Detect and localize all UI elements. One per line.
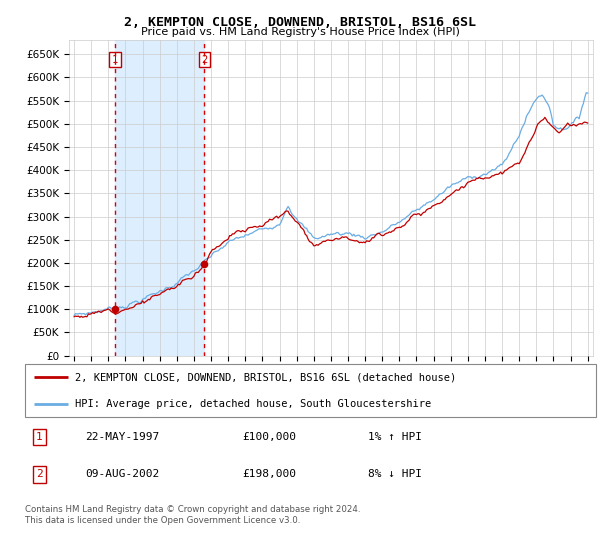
Text: £100,000: £100,000 — [242, 432, 296, 442]
Text: 2, KEMPTON CLOSE, DOWNEND, BRISTOL, BS16 6SL: 2, KEMPTON CLOSE, DOWNEND, BRISTOL, BS16… — [124, 16, 476, 29]
Text: 1% ↑ HPI: 1% ↑ HPI — [368, 432, 422, 442]
Text: 2, KEMPTON CLOSE, DOWNEND, BRISTOL, BS16 6SL (detached house): 2, KEMPTON CLOSE, DOWNEND, BRISTOL, BS16… — [76, 372, 457, 382]
Text: HPI: Average price, detached house, South Gloucestershire: HPI: Average price, detached house, Sout… — [76, 399, 432, 409]
Text: £198,000: £198,000 — [242, 469, 296, 479]
Text: 1: 1 — [36, 432, 43, 442]
Bar — [115, 40, 204, 356]
Text: Contains HM Land Registry data © Crown copyright and database right 2024.
This d: Contains HM Land Registry data © Crown c… — [25, 505, 361, 525]
Text: 22-MAY-1997: 22-MAY-1997 — [85, 432, 160, 442]
Text: 09-AUG-2002: 09-AUG-2002 — [85, 469, 160, 479]
Text: 1: 1 — [112, 55, 118, 65]
Text: 2: 2 — [36, 469, 43, 479]
Text: 2: 2 — [201, 55, 208, 65]
Text: Price paid vs. HM Land Registry's House Price Index (HPI): Price paid vs. HM Land Registry's House … — [140, 27, 460, 37]
Text: 8% ↓ HPI: 8% ↓ HPI — [368, 469, 422, 479]
FancyBboxPatch shape — [25, 364, 596, 417]
